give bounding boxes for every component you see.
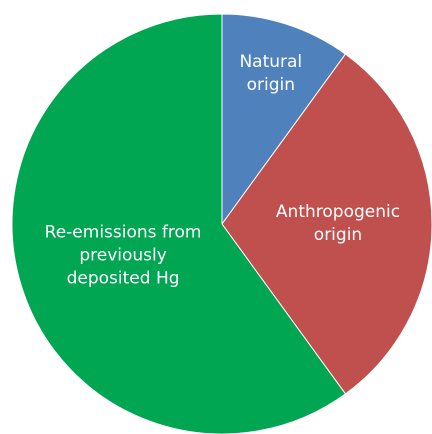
slice (11, 13, 347, 434)
slice-label: Natural origin (239, 51, 303, 95)
slice-label: Re-emissions from previously deposited H… (44, 222, 202, 289)
slice (221, 13, 347, 226)
slice-label: Anthropogenic origin (275, 202, 401, 245)
